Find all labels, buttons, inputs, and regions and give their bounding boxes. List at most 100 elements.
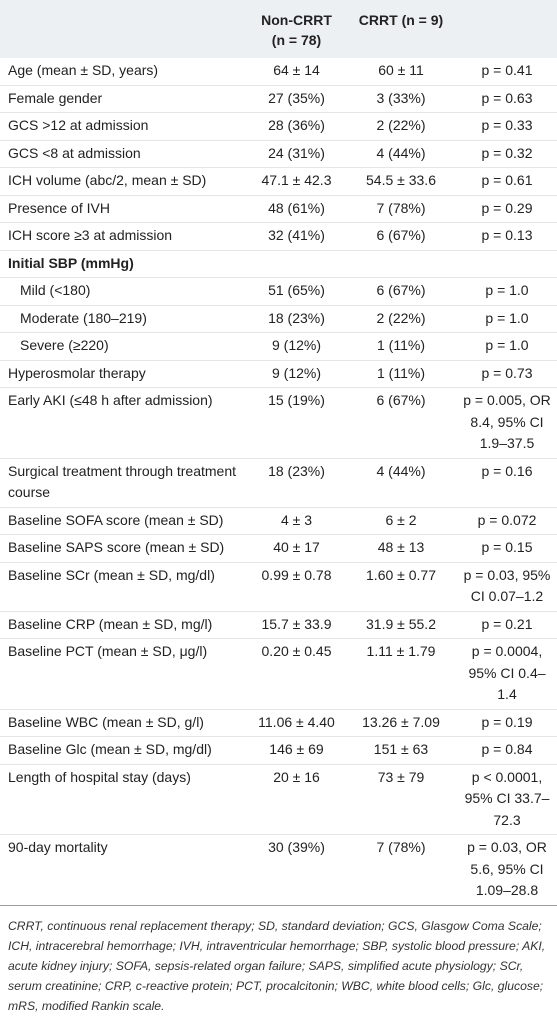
row-label: Early AKI (≤48 h after admission) [0,387,248,459]
table-cell: p = 0.29 [457,195,557,223]
table-cell: p = 0.16 [457,458,557,508]
table-row: Severe (≥220) 9 (12%) 1 (11%) p = 1.0 [0,332,557,361]
table-row: GCS <8 at admission 24 (31%) 4 (44%) p = 0.… [0,140,557,168]
row-label: GCS >12 at admission [0,112,248,141]
table-row: Surgical treatment through treatment cou… [0,458,557,508]
table-cell: 13.26 ± 7.09 [345,709,457,737]
row-label: Mild (<180) [0,277,248,306]
table-row: Female gender 27 (35%) 3 (33%) p = 0.63 [0,85,557,113]
table-cell: 2 (22%) [345,112,457,141]
table-cell: p = 0.33 [457,112,557,141]
table-row: Presence of IVH 48 (61%) 7 (78%) p = 0.29 [0,195,557,223]
header-row: Non-CRRT (n = 78) CRRT (n = 9) [0,0,557,58]
row-label: 90-day mortality [0,834,248,906]
row-label: Baseline Glc (mean ± SD, mg/dl) [0,736,248,765]
table-cell: 24 (31%) [248,140,345,168]
table-cell: 18 (23%) [248,458,345,508]
row-label: GCS <8 at admission [0,140,248,168]
table-row: Early AKI (≤48 h after admission) 15 (19%… [0,387,557,459]
table-cell: 3 (33%) [345,85,457,113]
table-cell: 54.5 ± 33.6 [345,167,457,196]
row-label: Moderate (180–219) [0,305,248,333]
table-cell: 28 (36%) [248,112,345,141]
table-cell: 11.06 ± 4.40 [248,709,345,737]
table-cell: 73 ± 79 [345,764,457,835]
row-label: Age (mean ± SD, years) [0,58,248,86]
header-cell: Non-CRRT (n = 78) [261,12,332,48]
table-cell: 4 ± 3 [248,507,345,535]
table-row: GCS >12 at admission 28 (36%) 2 (22%) p = 0… [0,112,557,141]
table-cell: 151 ± 63 [345,736,457,765]
table-cell: p < 0.0001, 95% CI 33.7–72.3 [457,764,557,835]
table-cell: 60 ± 11 [345,58,457,86]
table-cell: 1.60 ± 0.77 [345,562,457,612]
table-cell: p = 1.0 [457,332,557,361]
table-cell: 51 (65%) [248,277,345,306]
table-cell: 0.99 ± 0.78 [248,562,345,612]
table-cell: p = 0.63 [457,85,557,113]
table-cell: p = 0.84 [457,736,557,765]
table-cell: 48 ± 13 [345,534,457,563]
table-cell: p = 0.03, 95% CI 0.07–1.2 [457,562,557,612]
table-row: Baseline SAPS score (mean ± SD) 40 ± 17 48… [0,534,557,563]
table-header: Non-CRRT (n = 78) CRRT (n = 9) [0,0,557,58]
table-cell: 15.7 ± 33.9 [248,611,345,639]
table-cell: 7 (78%) [345,834,457,906]
table-cell: p = 0.61 [457,167,557,196]
table-cell: p = 0.32 [457,140,557,168]
row-label: Baseline SAPS score (mean ± SD) [0,534,248,563]
footnote: CRRT, continuous renal replacement thera… [8,918,546,1013]
table-cell: 1 (11%) [345,332,457,361]
table-cell: 9 (12%) [248,360,345,388]
table-row: Baseline SCr (mean ± SD, mg/dl) 0.99 ± 0.… [0,562,557,612]
table-row: Initial SBP (mmHg) [0,250,557,278]
table-cell: 1.11 ± 1.79 [345,638,457,710]
table-cell: 6 (67%) [345,387,457,459]
table-cell: p = 0.21 [457,611,557,639]
table-cell: 40 ± 17 [248,534,345,563]
table-cell: 4 (44%) [345,458,457,508]
table-cell: 48 (61%) [248,195,345,223]
row-label: Baseline SOFA score (mean ± SD) [0,507,248,535]
row-label: Initial SBP (mmHg) [0,250,557,278]
table-cell: p = 1.0 [457,277,557,306]
table-row: Baseline Glc (mean ± SD, mg/dl) 146 ± 69 1… [0,736,557,765]
table-cell: 31.9 ± 55.2 [345,611,457,639]
row-label: ICH score ≥3 at admission [0,222,248,251]
table-row: Hyperosmolar therapy 9 (12%) 1 (11%) p = 0.… [0,360,557,388]
table-cell: 1 (11%) [345,360,457,388]
table-cell: p = 0.005, OR 8.4, 95% CI 1.9–37.5 [457,387,557,459]
table-row: 90-day mortality 30 (39%) 7 (78%) p = 0.03,… [0,834,557,906]
table-row: Length of hospital stay (days) 20 ± 16 73 … [0,764,557,835]
header-cell: CRRT (n = 9) [358,12,444,28]
row-label: Baseline WBC (mean ± SD, g/l) [0,709,248,737]
table-cell: p = 0.13 [457,222,557,251]
table-cell: 4 (44%) [345,140,457,168]
table-row: Baseline CRP (mean ± SD, mg/l) 15.7 ± 33.… [0,611,557,639]
table-cell: p = 0.0004, 95% CI 0.4–1.4 [457,638,557,710]
table-cell: p = 0.15 [457,534,557,563]
row-label: ICH volume (abc/2, mean ± SD) [0,167,248,196]
table-cell: 18 (23%) [248,305,345,333]
table-cell: p = 1.0 [457,305,557,333]
row-label: Presence of IVH [0,195,248,223]
row-label: Baseline CRP (mean ± SD, mg/l) [0,611,248,639]
table-cell: 9 (12%) [248,332,345,361]
header-cell [0,0,248,58]
table-cell: 15 (19%) [248,387,345,459]
row-label: Female gender [0,85,248,113]
row-label: Surgical treatment through treatment cou… [0,458,248,508]
table-row: Baseline PCT (mean ± SD, μg/l) 0.20 ± 0.4… [0,638,557,710]
data-table: Non-CRRT (n = 78) CRRT (n = 9) Age (mean… [0,0,557,906]
table-cell: p = 0.072 [457,507,557,535]
header-cell [457,0,557,58]
row-label: Hyperosmolar therapy [0,360,248,388]
table-cell: p = 0.73 [457,360,557,388]
table-cell: 20 ± 16 [248,764,345,835]
table-cell: 32 (41%) [248,222,345,251]
table-row: Age (mean ± SD, years) 64 ± 14 60 ± 11 p = … [0,58,557,86]
table-cell: 27 (35%) [248,85,345,113]
table-cell: 64 ± 14 [248,58,345,86]
